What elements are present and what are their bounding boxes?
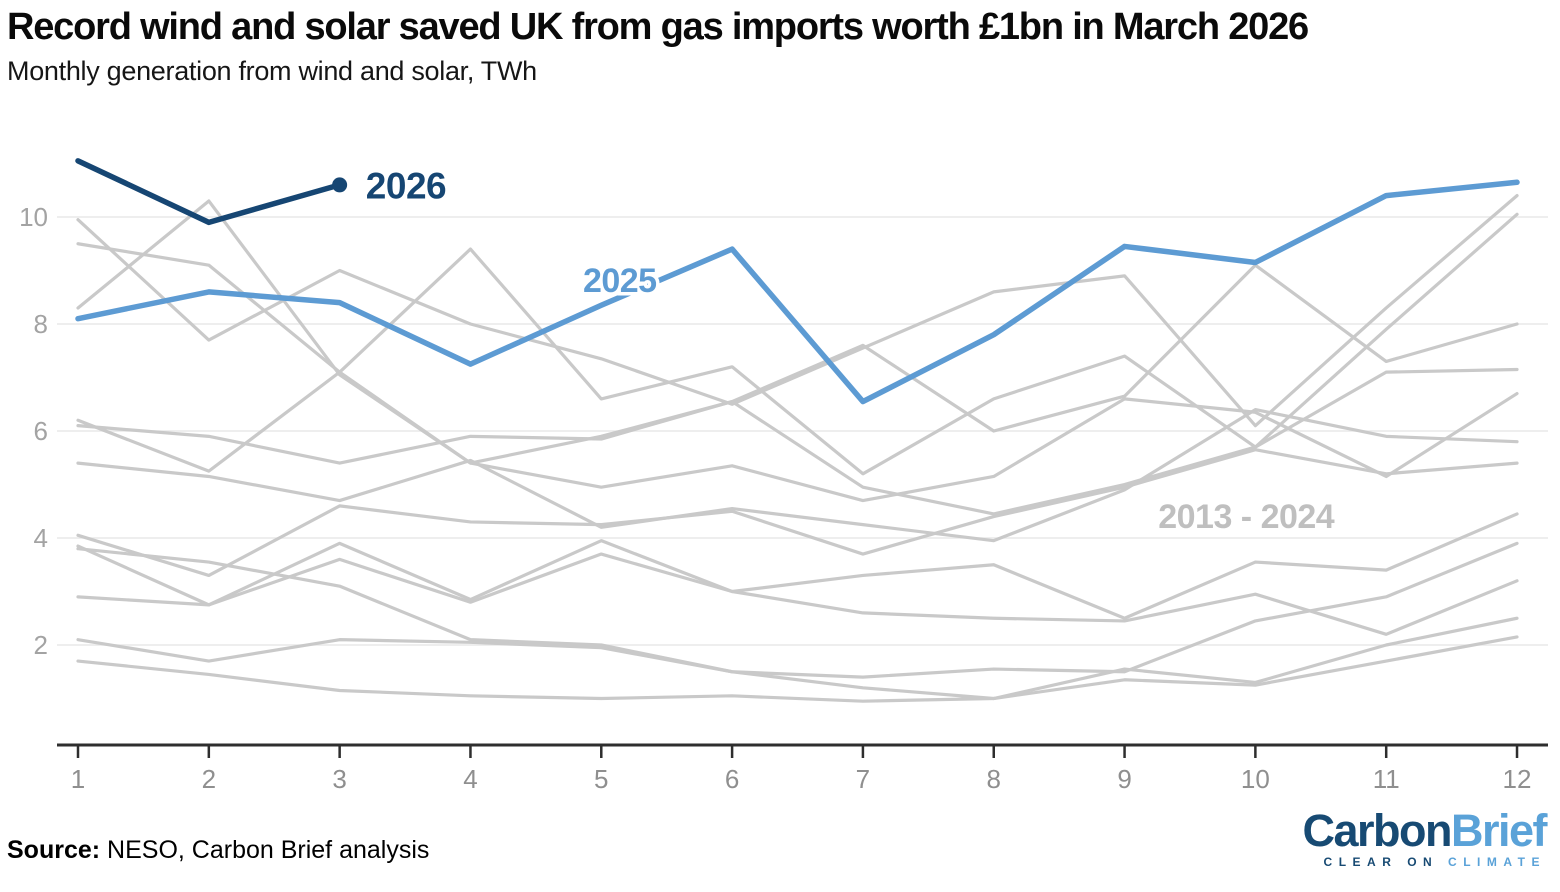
series-lines [75,158,1520,703]
series-line-2014 [76,616,1519,701]
gridlines [57,216,1548,646]
series-line-2018 [76,448,1519,578]
series-line-2024 [76,194,1519,428]
y-axis-labels: 2 4 6 8 10 [19,202,48,660]
chart-title: Record wind and solar saved UK from gas … [7,6,1309,48]
x-tick-label: 12 [1503,764,1532,794]
y-tick-label: 6 [34,416,48,446]
x-tick-label: 5 [594,764,608,794]
x-tick-label: 4 [463,764,477,794]
series-label-2025: 2025 [583,262,657,300]
series-end-dot-2026 [332,177,348,193]
series-line-2026 [75,158,343,226]
x-tick-label: 3 [332,764,346,794]
series-label-2013-2024: 2013 - 2024 [1158,498,1335,536]
series-label-2026: 2026 [366,165,446,206]
series-line-2019 [76,408,1519,543]
x-axis: 1 2 3 4 5 6 7 8 9 10 11 12 [57,743,1548,794]
source-label: Source: [7,836,101,864]
x-tick-label: 6 [725,764,739,794]
y-tick-label: 2 [34,630,48,660]
series-line-2013 [76,635,1519,703]
logo-tagline: CLEAR ON CLIMATE [1302,856,1546,868]
series-line-2015 [76,552,1519,636]
source-note: Source: NESO, Carbon Brief analysis [7,836,429,865]
carbonbrief-logo: CarbonBrief CLEAR ON CLIMATE [1302,805,1548,868]
x-tick-label: 1 [71,764,85,794]
series-line-2023 [76,212,1519,476]
logo-word-brief: Brief [1450,805,1548,856]
x-tick-label: 11 [1373,764,1400,794]
y-tick-label: 8 [34,309,48,339]
series-labels: 2026 2025 2013 - 2024 [362,162,1338,540]
series-line-2020 [76,370,1519,503]
series-line-2017 [76,512,1519,620]
logo-tagline-climate: CLIMATE [1438,855,1546,869]
y-tick-label: 4 [34,523,48,553]
x-tick-label: 9 [1117,764,1131,794]
chart-subtitle: Monthly generation from wind and solar, … [7,55,537,86]
y-tick-label: 10 [19,202,48,232]
series-line-2021 [76,367,1519,516]
logo-tagline-clear-on: CLEAR ON [1323,855,1439,869]
series-line-2025 [75,179,1520,405]
source-text: NESO, Carbon Brief analysis [100,836,430,864]
x-tick-label: 7 [856,764,870,794]
chart-header: Record wind and solar saved UK from gas … [7,6,1553,87]
x-tick-label: 10 [1241,764,1270,794]
x-tick-label: 2 [202,764,216,794]
series-line-2022 [76,199,1519,465]
x-tick-label: 8 [987,764,1001,794]
series-line-2016 [76,541,1519,679]
logo-wordmark: CarbonBrief [1302,805,1548,856]
logo-word-carbon: Carbon [1302,805,1452,856]
